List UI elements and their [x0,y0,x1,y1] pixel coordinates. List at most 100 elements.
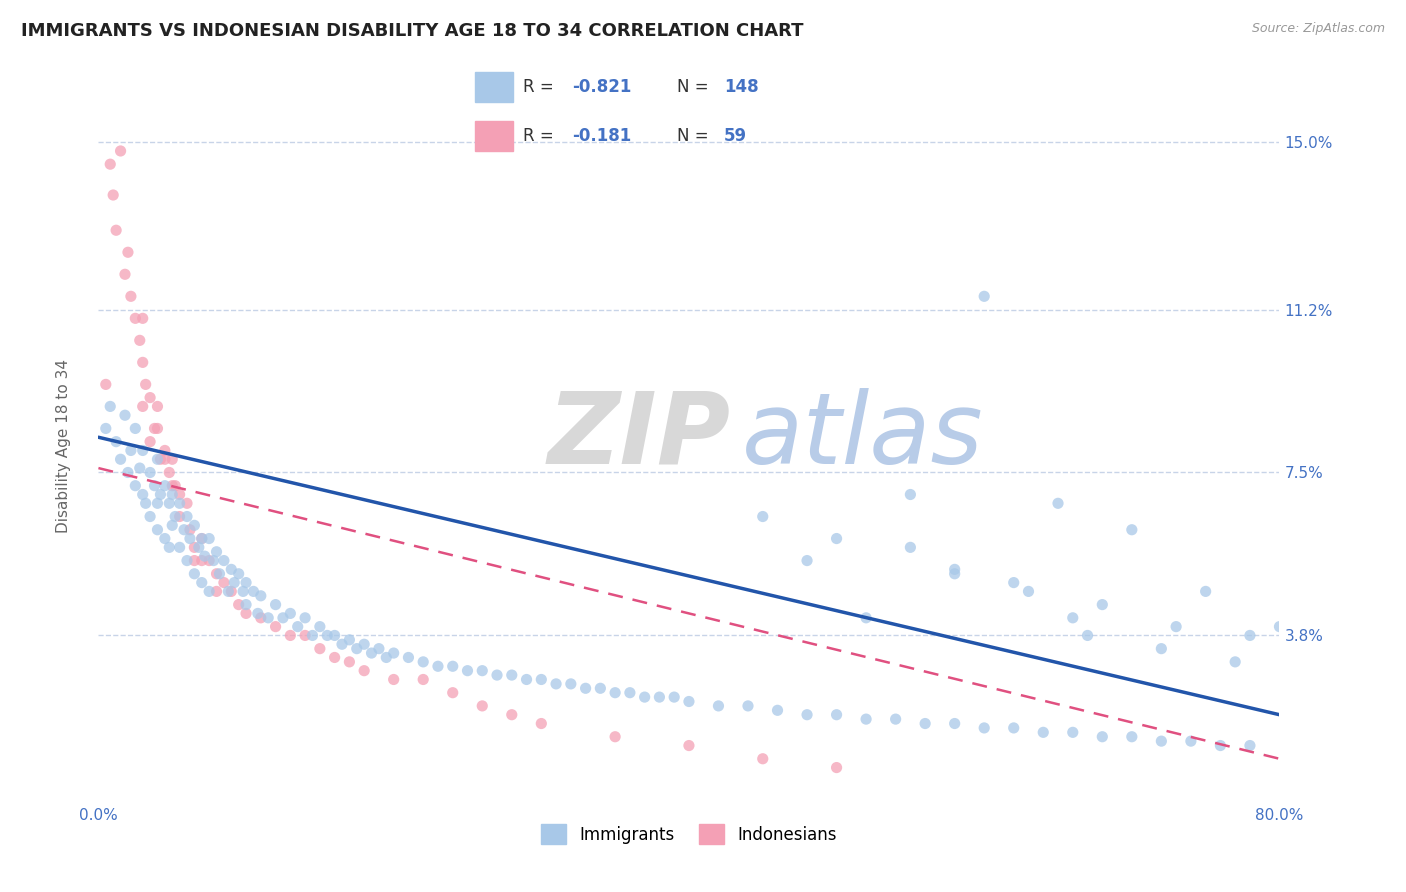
Point [135,377,157,392]
Point [94,377,117,392]
Text: Disability Age 18 to 34: Disability Age 18 to 34 [56,359,70,533]
Point [280,607,302,621]
Point [139,391,162,405]
Point [242,584,264,599]
Point [143,478,166,492]
Point [648,690,671,705]
Point [707,698,730,713]
Point [427,659,450,673]
Point [205,566,228,581]
Point [309,641,332,656]
Point [516,673,538,687]
Point [128,461,150,475]
Point [176,496,198,510]
Point [486,668,509,682]
Point [162,452,183,467]
Point [146,400,169,414]
Point [796,553,818,567]
Point [1046,496,1070,510]
Text: R =: R = [523,78,558,96]
Point [323,650,346,665]
Point [360,646,382,660]
Point [228,598,250,612]
Point [900,487,922,501]
Point [103,188,125,202]
Point [1018,584,1040,599]
Point [228,566,250,581]
Point [943,716,966,731]
Point [169,487,191,501]
Point [191,532,214,546]
Point [1077,628,1099,642]
Point [589,681,612,696]
Point [114,409,136,423]
Point [124,421,146,435]
Point [441,659,464,673]
Point [1225,655,1247,669]
Point [183,553,205,567]
Point [132,355,155,369]
Point [157,466,180,480]
Text: atlas: atlas [742,388,984,485]
Point [183,566,205,581]
Point [235,598,257,612]
Point [173,523,195,537]
Point [382,673,405,687]
Point [221,562,243,576]
Text: IMMIGRANTS VS INDONESIAN DISABILITY AGE 18 TO 34 CORRELATION CHART: IMMIGRANTS VS INDONESIAN DISABILITY AGE … [21,22,804,40]
Point [664,690,686,705]
Point [1180,734,1202,748]
Point [346,641,368,656]
Point [605,730,627,744]
Point [1091,598,1114,612]
Point [198,532,221,546]
Point [825,707,848,722]
Point [471,664,494,678]
Point [217,584,239,599]
Point [183,541,205,555]
Point [105,434,128,449]
Point [124,478,146,492]
Point [1150,641,1173,656]
Point [153,452,176,467]
Point [678,739,700,753]
Text: Source: ZipAtlas.com: Source: ZipAtlas.com [1251,22,1385,36]
Point [205,545,228,559]
Point [752,509,775,524]
Point [117,466,139,480]
Point [169,541,191,555]
Point [162,478,183,492]
Point [1268,619,1291,633]
Point [330,637,353,651]
Point [224,575,246,590]
Point [1032,725,1054,739]
Point [619,686,641,700]
Point [560,677,582,691]
Point [187,541,209,555]
Point [1239,739,1261,753]
Point [120,289,142,303]
Point [575,681,598,696]
Point [1121,523,1143,537]
Point [546,677,568,691]
Point [766,703,789,717]
Text: -0.821: -0.821 [572,78,631,96]
Point [132,487,155,501]
Point [146,496,169,510]
Point [471,698,494,713]
Point [301,628,323,642]
Point [198,553,221,567]
Point [120,443,142,458]
Point [235,575,257,590]
Point [212,553,235,567]
Point [139,509,162,524]
Point [737,698,759,713]
Point [250,589,273,603]
Point [202,553,225,567]
Point [153,443,176,458]
Point [398,650,420,665]
Point [149,452,172,467]
Point [114,268,136,282]
Point [973,721,995,735]
Point [135,496,157,510]
